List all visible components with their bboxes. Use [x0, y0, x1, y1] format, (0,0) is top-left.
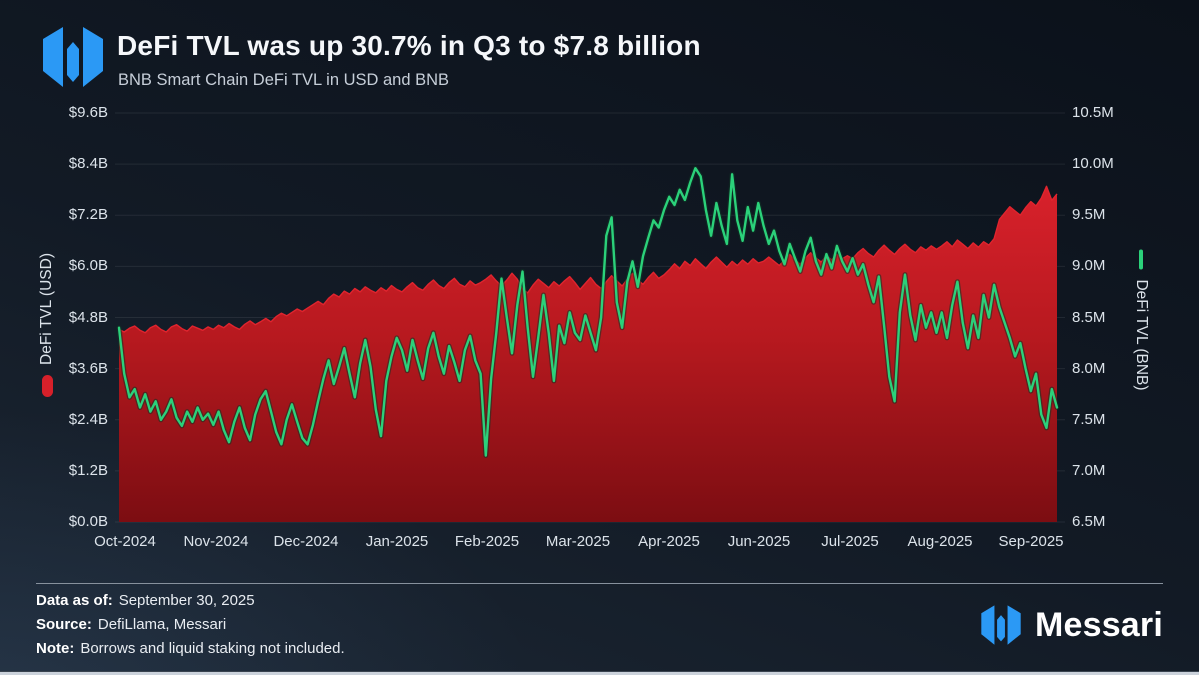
usd-tvl-area-edge: [118, 185, 1058, 334]
messari-wordmark: Messari: [1034, 605, 1163, 644]
y-axis-right-tick: 7.5M: [1072, 410, 1106, 428]
y-axis-right-tick: 9.5M: [1072, 206, 1106, 224]
footer-data-as-of-label: Data as of:: [36, 592, 113, 609]
y-axis-left-tick: $3.6B: [68, 359, 108, 377]
page-title: DeFi TVL was up 30.7% in Q3 to $7.8 bill…: [117, 30, 701, 61]
x-axis-tick: Oct-2024: [94, 533, 156, 550]
y-axis-title-usd-label: DeFi TVL (USD): [38, 253, 55, 365]
y-axis-right-tick: 8.5M: [1072, 308, 1106, 326]
footer-data-as-of-value: September 30, 2025: [118, 592, 255, 609]
footer-source: Source: DefiLlama, Messari: [36, 616, 226, 633]
bnb-tvl-line-series: [117, 167, 1059, 457]
x-axis-tick: Mar-2025: [545, 533, 611, 550]
y-axis-left-tick: $4.8B: [68, 308, 108, 326]
x-axis-tick: Jul-2025: [821, 533, 879, 550]
y-axis-left-tick: $9.6B: [68, 104, 108, 121]
footer-note: Note: Borrows and liquid staking not incl…: [36, 640, 345, 657]
y-axis-left-tick: $7.2B: [68, 206, 108, 224]
y-axis-right-tick: 6.5M: [1072, 513, 1106, 530]
footer-note-label: Note:: [36, 640, 75, 657]
window-bottom-edge: [0, 671, 1199, 675]
footer-data-as-of: Data as of: September 30, 2025: [36, 592, 255, 609]
x-axis-tick: Sep-2025: [998, 533, 1064, 550]
y-axis-title-bnb-label: DeFi TVL (BNB): [1133, 279, 1150, 391]
usd-series-legend-marker: [41, 374, 53, 397]
messari-brand-lockup: Messari: [980, 602, 1163, 648]
x-axis-tick: Jun-2025: [727, 533, 791, 550]
messari-logo-icon: [43, 27, 103, 87]
x-axis-tick: Nov-2024: [183, 533, 249, 550]
x-axis-tick: Feb-2025: [454, 533, 520, 550]
y-axis-title-usd: DeFi TVL (USD): [38, 253, 56, 397]
y-axis-left-tick: $1.2B: [68, 461, 108, 479]
y-axis-right-tick: 10.5M: [1072, 104, 1114, 121]
y-axis-left-tick: $8.4B: [68, 155, 108, 173]
y-axis-right-tick: 10.0M: [1072, 155, 1114, 173]
messari-logo-footer-icon: [981, 605, 1021, 645]
x-axis-tick: Aug-2025: [907, 533, 973, 550]
footer-divider: [36, 583, 1163, 584]
page-subtitle: BNB Smart Chain DeFi TVL in USD and BNB: [118, 71, 450, 89]
y-axis-left-tick: $0.0B: [68, 513, 108, 530]
y-axis-left-tick: $6.0B: [68, 257, 108, 275]
tvl-chart-plot: [115, 112, 1065, 523]
x-axis-tick: Dec-2024: [273, 533, 339, 550]
y-axis-left-tick: $2.4B: [68, 410, 108, 428]
usd-tvl-area-series: [119, 186, 1057, 523]
footer-source-label: Source:: [36, 616, 92, 633]
x-axis-tick: Jan-2025: [365, 533, 429, 550]
x-axis-tick: Apr-2025: [638, 533, 700, 550]
footer-note-value: Borrows and liquid staking not included.: [80, 640, 345, 657]
y-axis-title-bnb: DeFi TVL (BNB): [1132, 249, 1150, 391]
y-axis-right-tick: 8.0M: [1072, 359, 1106, 377]
y-axis-right-tick: 9.0M: [1072, 257, 1106, 275]
y-axis-right-tick: 7.0M: [1072, 461, 1106, 479]
bnb-series-legend-marker: [1139, 249, 1143, 270]
footer-source-value: DefiLlama, Messari: [97, 616, 227, 633]
